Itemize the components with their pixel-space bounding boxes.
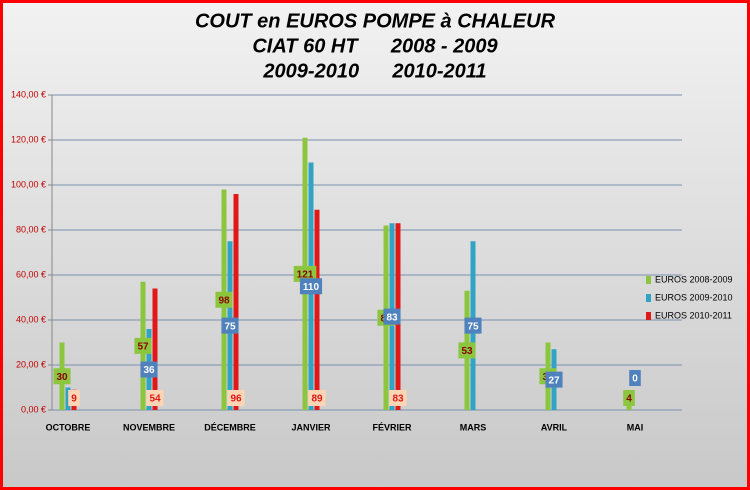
legend-swatch bbox=[646, 312, 651, 320]
x-tick-label: DÉCEMBRE bbox=[204, 422, 256, 432]
data-label: 98 bbox=[218, 295, 230, 306]
data-label-box bbox=[215, 291, 233, 308]
data-label-box bbox=[383, 308, 401, 325]
data-label: 75 bbox=[467, 321, 479, 332]
data-label-box bbox=[458, 342, 476, 359]
y-tick-label: 40,00 € bbox=[16, 314, 46, 324]
bar bbox=[233, 194, 239, 410]
legend-swatch bbox=[646, 276, 651, 284]
data-label-box bbox=[68, 390, 80, 406]
data-label-box bbox=[629, 370, 641, 386]
data-label: 89 bbox=[311, 394, 323, 405]
legend-label: EUROS 2010-2011 bbox=[655, 310, 732, 320]
bar bbox=[152, 288, 158, 410]
data-label: 96 bbox=[230, 394, 242, 405]
data-label-box bbox=[389, 390, 407, 406]
x-tick-label: MAI bbox=[627, 422, 644, 432]
data-label: 121 bbox=[297, 270, 314, 281]
y-tick-label: 20,00 € bbox=[16, 359, 46, 369]
y-tick-label: 0,00 € bbox=[21, 404, 46, 414]
x-tick-label: OCTOBRE bbox=[46, 422, 91, 432]
data-label: 27 bbox=[548, 375, 560, 386]
data-label: 75 bbox=[224, 321, 236, 332]
data-label-box bbox=[140, 361, 158, 378]
data-label: 36 bbox=[143, 365, 155, 376]
data-label: 110 bbox=[303, 282, 320, 293]
data-label-box bbox=[146, 390, 164, 406]
bar bbox=[314, 209, 320, 410]
data-label-box bbox=[53, 368, 71, 385]
legend-label: EUROS 2009-2010 bbox=[655, 292, 733, 302]
data-label: 4 bbox=[626, 394, 632, 405]
bar bbox=[65, 387, 71, 410]
data-label: 54 bbox=[149, 394, 161, 405]
legend-swatch bbox=[646, 294, 651, 302]
y-tick-label: 120,00 € bbox=[11, 134, 46, 144]
y-tick-label: 100,00 € bbox=[11, 179, 46, 189]
data-label-box bbox=[221, 317, 239, 334]
data-label: 30 bbox=[56, 372, 68, 383]
chart-title: COUT en EUROS POMPE à CHALEUR bbox=[195, 10, 556, 32]
y-tick-label: 60,00 € bbox=[16, 269, 46, 279]
data-label-box bbox=[623, 390, 635, 406]
data-label: 57 bbox=[137, 342, 149, 353]
x-tick-label: MARS bbox=[460, 422, 487, 432]
legend-label: EUROS 2008-2009 bbox=[655, 274, 733, 284]
data-label: 0 bbox=[632, 374, 638, 385]
data-label: 83 bbox=[386, 312, 398, 323]
x-tick-label: FÉVRIER bbox=[372, 422, 412, 432]
y-tick-label: 80,00 € bbox=[16, 224, 46, 234]
data-label-box bbox=[293, 265, 317, 282]
data-label: 9 bbox=[71, 394, 77, 405]
x-tick-label: NOVEMBRE bbox=[123, 422, 175, 432]
data-label-box bbox=[464, 317, 482, 334]
data-label-box bbox=[308, 390, 326, 406]
data-label: 83 bbox=[392, 394, 404, 405]
data-label-box bbox=[134, 337, 152, 354]
data-label-box bbox=[545, 371, 563, 388]
y-tick-label: 140,00 € bbox=[11, 89, 46, 99]
chart-title: 2009-2010 2010-2011 bbox=[262, 60, 486, 82]
chart-title: CIAT 60 HT 2008 - 2009 bbox=[252, 35, 498, 57]
x-tick-label: JANVIER bbox=[291, 422, 331, 432]
data-label-box bbox=[299, 278, 323, 295]
x-tick-label: AVRIL bbox=[541, 422, 568, 432]
data-label-box bbox=[227, 390, 245, 406]
data-label: 53 bbox=[461, 346, 473, 357]
